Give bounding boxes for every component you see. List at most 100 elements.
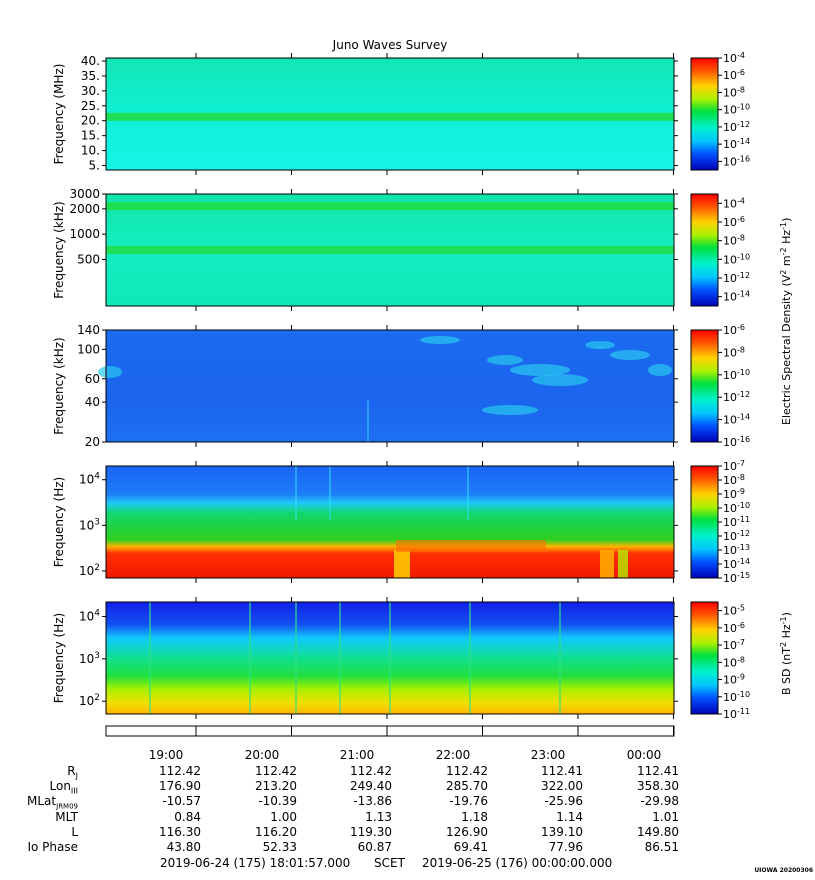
ephemeris-value: 112.42	[255, 764, 297, 778]
y-axis-label: Frequency (MHz)	[52, 64, 66, 165]
time-tick-label: 22:00	[435, 748, 471, 762]
colorbar-tick-label: 10-6	[723, 620, 745, 635]
plot-frame	[105, 601, 675, 715]
time-tick-label: 20:00	[244, 748, 280, 762]
y-tick-label: 60	[85, 372, 100, 386]
colorbar-tick-label: 10-10	[723, 102, 750, 117]
colorbar-gradient	[690, 329, 719, 443]
colorbar-tick-label: 10-14	[723, 557, 750, 572]
colorbar-tick-label: 10-12	[723, 119, 750, 134]
ephemeris-value: 285.70	[446, 779, 488, 794]
ephemeris-value: 1.14	[556, 809, 583, 824]
y-tick-label: 500	[77, 252, 100, 266]
footer-scet-label: SCET	[374, 856, 405, 870]
y-tick-label: 1000	[69, 227, 100, 241]
colorbar-tick-label: 10-12	[723, 529, 750, 544]
y-tick-label: 104	[79, 472, 100, 487]
ephemeris-table: 19:00 20:00 21:00 22:00 23:00 00:00 RJ 112.42 1…	[0, 748, 815, 872]
plot-frame	[105, 329, 675, 443]
emission-patch	[618, 550, 628, 578]
colorbar-tick-label: 10-14	[723, 412, 750, 427]
plot-frame	[105, 193, 675, 307]
emission-blob	[420, 336, 460, 344]
colorbar-tick-label: 10-11	[723, 707, 750, 722]
panel-axes-5: 104 103 102 Frequency (Hz)	[52, 597, 678, 719]
y-tick-label: 140	[77, 323, 100, 337]
colorbar-tick-label: 10-9	[723, 487, 745, 502]
y-tick-label: 2000	[69, 202, 100, 216]
y-tick-label: 102	[79, 563, 100, 578]
ephemeris-value: 112.41	[637, 764, 679, 778]
colorbar-tick-label: 10-8	[723, 345, 745, 360]
chart-title: Juno Waves Survey	[332, 38, 448, 52]
footer-start-time: 2019-06-24 (175) 18:01:57.000	[160, 856, 351, 870]
ephemeris-value: 112.42	[159, 764, 201, 778]
colorbar-gradient	[690, 193, 719, 307]
ephemeris-value: 139.10	[541, 824, 583, 839]
emission-blob	[510, 364, 570, 376]
ephemeris-value: -25.96	[544, 794, 583, 809]
ephemeris-value: -29.98	[640, 794, 679, 809]
ephemeris-value: 1.00	[270, 809, 297, 824]
colorbar-tick-label: 10-7	[723, 459, 745, 474]
y-tick-label: 103	[79, 517, 100, 532]
colorbar-tick-label: 10-4	[723, 51, 745, 66]
ephemeris-value: 86.51	[644, 840, 679, 854]
spectrogram-panel-2	[106, 194, 674, 306]
y-tick-label: 5.	[89, 159, 100, 173]
colorbar-tick-label: 10-6	[723, 323, 745, 338]
ephemeris-label: L	[71, 824, 78, 839]
emission-blob	[648, 364, 672, 376]
ephemeris-value: 1.18	[461, 809, 488, 824]
colorbar-gradient	[690, 465, 719, 579]
ephemeris-value: 43.80	[166, 840, 201, 854]
y-tick-label: 10.	[81, 144, 100, 158]
colorbar-tick-label: 10-10	[723, 689, 750, 704]
time-tick-label: 00:00	[626, 748, 662, 762]
ephemeris-value: 1.13	[365, 809, 392, 824]
ephemeris-value: 213.20	[255, 779, 297, 794]
y-axis-label: Frequency (kHz)	[52, 337, 66, 434]
uiowa-stamp: UIOWA 20200306	[754, 867, 813, 874]
colorbar-tick-label: 10-8	[723, 473, 745, 488]
y-tick-label: 30.	[81, 84, 100, 98]
colorbar-tick-label: 10-8	[723, 85, 745, 100]
emission-blob	[610, 350, 650, 360]
footer-end-time: 2019-06-25 (176) 00:00:00.000	[422, 856, 613, 870]
ephemeris-value: 77.96	[548, 840, 583, 854]
colorbar-4: 10-710-810-910-1010-1110-1210-1310-1410-…	[690, 459, 750, 585]
ephemeris-label: MLT	[55, 809, 78, 824]
y-tick-label: 102	[79, 693, 100, 708]
colorbar-tick-label: 10-10	[723, 367, 750, 382]
ephemeris-value: 112.42	[446, 764, 488, 778]
y-tick-label: 100	[77, 342, 100, 356]
ephemeris-value: 69.41	[453, 840, 488, 854]
time-tick-label: 23:00	[530, 748, 566, 762]
emission-blob	[585, 341, 615, 349]
ephemeris-value: 1.01	[652, 809, 679, 824]
ephemeris-value: 176.90	[159, 779, 201, 794]
colorbar-tick-label: 10-11	[723, 515, 750, 530]
ephemeris-value: 52.33	[262, 840, 297, 854]
colorbar-tick-label: 10-10	[723, 252, 750, 267]
spectrogram-panel-1	[106, 58, 674, 170]
ephemeris-value: 0.84	[174, 809, 201, 824]
y-tick-label: 35.	[81, 69, 100, 83]
ephemeris-value: 119.30	[350, 824, 392, 839]
y-tick-label: 20	[85, 435, 100, 449]
colorbar-tick-label: 10-5	[723, 603, 745, 618]
ephemeris-label: Io Phase	[27, 840, 78, 854]
electric-colorbar-label: Electric Spectral Density (V2 m-2 Hz-1)	[779, 218, 794, 425]
colorbar-tick-label: 10-16	[723, 435, 750, 450]
ephemeris-value: 60.87	[357, 840, 392, 854]
spectrogram-image	[106, 330, 674, 442]
colorbar-gradient	[690, 601, 719, 715]
colorbar-tick-label: 10-4	[723, 196, 745, 211]
y-tick-label: 20.	[81, 114, 100, 128]
colorbar-tick-label: 10-16	[723, 154, 750, 169]
ephemeris-value: 358.30	[637, 779, 679, 794]
ephemeris-value: 112.42	[350, 764, 392, 778]
emission-blob	[482, 405, 538, 415]
colorbar-tick-label: 10-8	[723, 655, 745, 670]
